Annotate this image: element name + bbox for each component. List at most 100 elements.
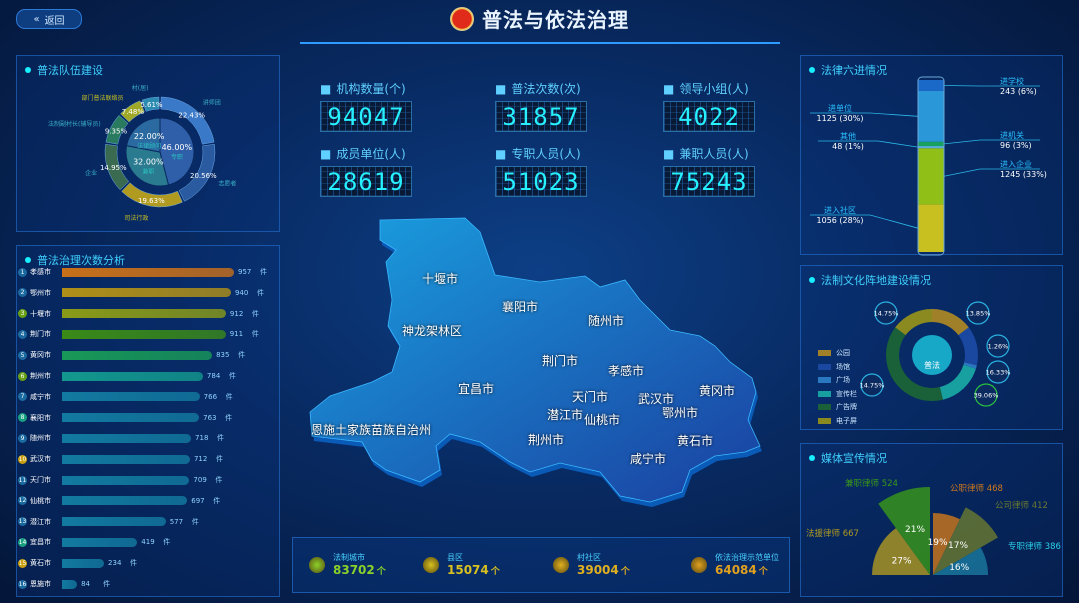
legend-item[interactable]: 宣传栏 xyxy=(818,389,857,399)
city-label[interactable]: 鄂州市 xyxy=(662,406,699,420)
bar-row[interactable]: 5 黄冈市 835 件 xyxy=(18,349,245,361)
bar-value: 718 xyxy=(195,434,209,443)
bar-row[interactable]: 6 荆州市 784 件 xyxy=(18,370,236,382)
city-label[interactable]: 神龙架林区 xyxy=(402,324,463,338)
rank-badge: 15 xyxy=(18,558,27,568)
segment-pct: 14.95% xyxy=(100,164,127,172)
culture-segment[interactable] xyxy=(932,309,969,336)
petal-pct: 27% xyxy=(892,557,912,567)
city-label[interactable]: 天门市 xyxy=(572,390,609,404)
tube-segment[interactable] xyxy=(918,204,944,252)
city-name: 孝感市 xyxy=(30,268,51,276)
city-label[interactable]: 黄冈市 xyxy=(699,384,736,398)
culture-segment[interactable] xyxy=(886,327,943,401)
summary-value: 15074 xyxy=(447,563,489,577)
bar-row[interactable]: 13 潜江市 577 件 xyxy=(18,516,199,528)
leader-line xyxy=(943,139,1040,145)
bar-row[interactable]: 12 仙桃市 697 件 xyxy=(18,495,220,507)
outer-ring-segment[interactable] xyxy=(104,143,130,191)
bar-row[interactable]: 4 荆门市 911 件 xyxy=(18,328,259,340)
bar-row[interactable]: 10 武汉市 712 件 xyxy=(18,453,223,465)
summary-label: 依法治理示范单位 xyxy=(715,553,779,562)
city-label[interactable]: 咸宁市 xyxy=(630,452,667,466)
culture-segment[interactable] xyxy=(963,362,977,369)
bubble-pct: 16.33% xyxy=(986,369,1011,377)
outer-ring-segment[interactable] xyxy=(141,96,160,112)
stat-card: ■ 领导小组(人) 4022 xyxy=(663,80,755,132)
legend-item[interactable]: 场馆 xyxy=(818,362,850,372)
tube-segment[interactable] xyxy=(918,141,944,147)
bar-row[interactable]: 8 襄阳市 763 件 xyxy=(18,412,232,424)
bar xyxy=(62,309,226,319)
tube-segment[interactable] xyxy=(918,146,944,149)
bar-row[interactable]: 11 天门市 709 件 xyxy=(18,474,222,486)
bar-value: 766 xyxy=(203,392,218,401)
slice-pct: 22.00% xyxy=(134,132,165,141)
bubble-pct: 1.26% xyxy=(988,343,1009,351)
city-label[interactable]: 黄石市 xyxy=(677,434,714,448)
bar-row[interactable]: 16 恩施市 84 件 xyxy=(18,578,110,590)
petal-label: 兼职律师 524 xyxy=(845,478,898,489)
culture-segment[interactable] xyxy=(939,364,976,400)
outer-ring-segment[interactable] xyxy=(120,100,145,123)
bar xyxy=(62,288,231,298)
legend-item[interactable]: 公园 xyxy=(818,348,850,358)
culture-segment[interactable] xyxy=(958,327,978,366)
segment-label: 司法行政 xyxy=(124,214,148,222)
bar-row[interactable]: 1 孝感市 957 件 xyxy=(18,266,267,278)
map-region[interactable] xyxy=(309,217,761,503)
inner-pie-slice[interactable] xyxy=(126,117,161,153)
rose-petal[interactable] xyxy=(872,528,930,575)
outer-ring-segment[interactable] xyxy=(121,182,183,208)
city-label[interactable]: 仙桃市 xyxy=(584,413,621,427)
culture-segment[interactable] xyxy=(895,309,932,336)
bar-row[interactable]: 7 咸宁市 766 件 xyxy=(18,391,233,403)
city-label[interactable]: 恩施土家族苗族自治州 xyxy=(311,423,432,437)
tube-label: 进机关 xyxy=(1000,130,1024,140)
city-label[interactable]: 襄阳市 xyxy=(502,300,539,314)
bar xyxy=(62,496,188,506)
legend-item[interactable]: 电子屏 xyxy=(818,416,857,426)
city-label[interactable]: 荆门市 xyxy=(542,354,579,368)
bar-unit: 件 xyxy=(163,538,171,547)
city-label[interactable]: 孝感市 xyxy=(608,364,645,378)
city-label[interactable]: 宜昌市 xyxy=(458,382,495,396)
city-label[interactable]: 潜江市 xyxy=(547,408,584,422)
city-label[interactable]: 十堰市 xyxy=(422,272,459,286)
back-button[interactable]: «返回 xyxy=(16,9,82,29)
bar-row[interactable]: 15 黄石市 234 件 xyxy=(18,557,137,569)
pct-bubble xyxy=(860,373,884,397)
city-name: 十堰市 xyxy=(30,309,51,318)
legend-item[interactable]: 广告牌 xyxy=(818,402,857,412)
tube-segment[interactable] xyxy=(918,80,944,91)
bar xyxy=(62,537,138,547)
segment-pct: 19.63% xyxy=(138,197,165,205)
rose-petal[interactable] xyxy=(933,547,988,576)
team-donut-chart: 22.43% 讲师团 20.56%志愿者 19.63% 司法行政 14.95%企业 9.35… xyxy=(48,84,236,222)
bar-row[interactable]: 3 十堰市 912 件 xyxy=(18,308,259,320)
legend-swatch xyxy=(818,377,831,383)
city-label[interactable]: 武汉市 xyxy=(638,392,675,406)
rose-petal[interactable] xyxy=(933,513,960,575)
tube-segment[interactable] xyxy=(918,148,944,205)
city-name: 随州市 xyxy=(30,434,51,443)
bar-row[interactable]: 9 随州市 718 件 xyxy=(18,432,224,444)
outer-ring-segment[interactable] xyxy=(178,143,216,202)
tube-value: 48 (1%) xyxy=(832,142,864,151)
pct-bubble xyxy=(874,301,898,325)
city-label[interactable]: 荆州市 xyxy=(528,433,565,447)
bar-row[interactable]: 14 宜昌市 419 件 xyxy=(18,536,170,548)
outer-ring-segment[interactable] xyxy=(160,96,215,145)
tube-segment[interactable] xyxy=(918,90,944,142)
bar-row[interactable]: 2 鄂州市 940 件 xyxy=(18,287,264,299)
rose-petal[interactable] xyxy=(933,507,998,575)
rose-petal[interactable] xyxy=(878,487,930,575)
bar-value: 784 xyxy=(206,372,221,380)
rank-badge: 13 xyxy=(18,517,27,527)
outer-ring-segment[interactable] xyxy=(105,115,129,145)
legend-item[interactable]: 广场 xyxy=(818,375,850,385)
city-name: 武汉市 xyxy=(30,455,51,464)
stat-value: 94047 xyxy=(320,101,412,132)
city-label[interactable]: 随州市 xyxy=(588,314,625,328)
